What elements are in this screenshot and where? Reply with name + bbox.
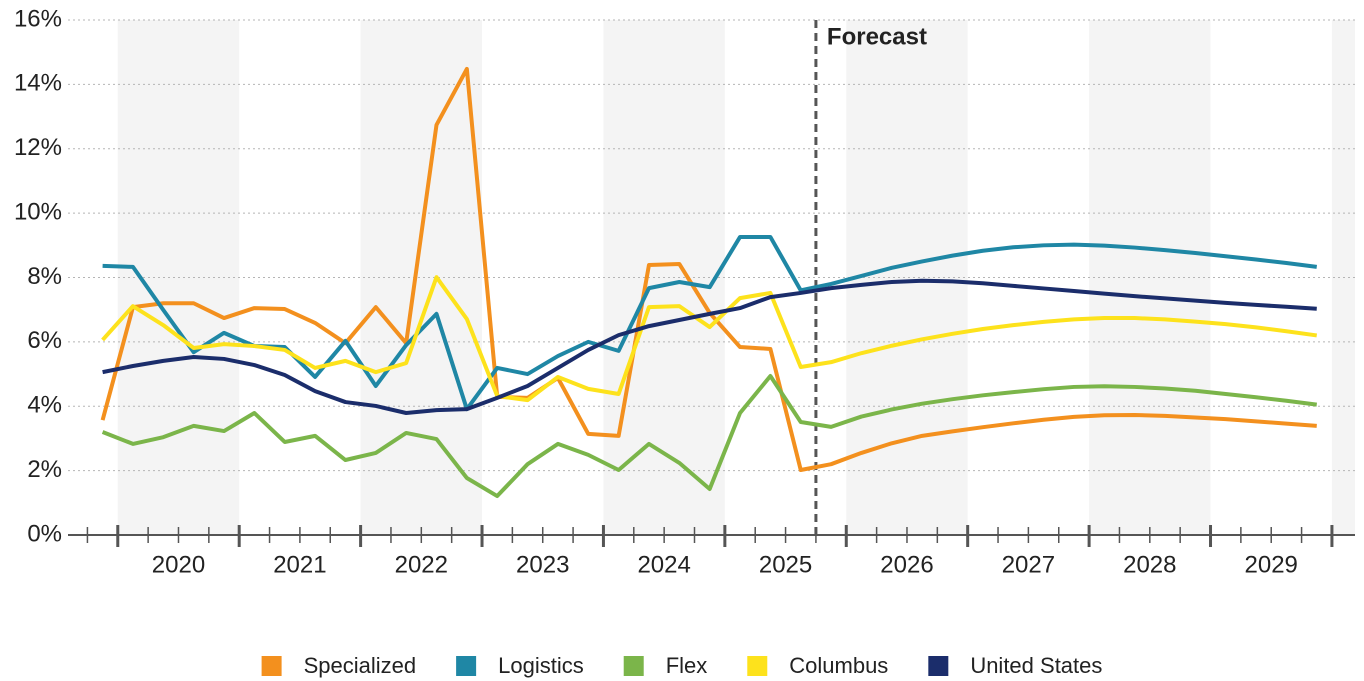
x-tick-label: 2027: [1002, 551, 1055, 578]
x-tick-label: 2026: [880, 551, 933, 578]
series-line: [101, 275, 1318, 403]
x-tick-label: 2023: [516, 551, 569, 578]
y-tick-label: 2%: [27, 456, 62, 483]
y-tick-label: 12%: [14, 134, 62, 161]
x-tick-label: 2021: [273, 551, 326, 578]
y-tick-label: 14%: [14, 70, 62, 97]
series-line: [101, 373, 1318, 499]
series-line: [102, 278, 1317, 416]
forecast-label: Forecast: [827, 23, 927, 50]
legend-swatch: [623, 656, 644, 676]
legend-swatch: [747, 656, 768, 676]
legend-label: Columbus: [789, 653, 888, 678]
y-tick-label: 8%: [27, 263, 62, 290]
x-tick-label: 2029: [1245, 551, 1298, 578]
year-band: [846, 20, 968, 535]
legend-swatch: [261, 656, 282, 676]
legend-swatch: [456, 656, 477, 676]
x-tick-label: 2024: [637, 551, 690, 578]
legend-swatch: [928, 656, 949, 676]
y-tick-label: 16%: [14, 5, 62, 32]
legend-label: Flex: [666, 653, 708, 678]
y-tick-label: 4%: [27, 392, 62, 419]
legend-label: Logistics: [498, 653, 584, 678]
x-tick-label: 2025: [759, 551, 812, 578]
series-line: [102, 234, 1318, 412]
legend-label: Specialized: [304, 653, 417, 678]
legend-label: United States: [970, 653, 1102, 678]
y-tick-label: 10%: [14, 198, 62, 225]
x-tick-label: 2022: [395, 551, 448, 578]
y-tick-label: 0%: [27, 520, 62, 547]
x-tick-label: 2028: [1123, 551, 1176, 578]
y-tick-label: 6%: [27, 327, 62, 354]
x-tick-label: 2020: [152, 551, 205, 578]
